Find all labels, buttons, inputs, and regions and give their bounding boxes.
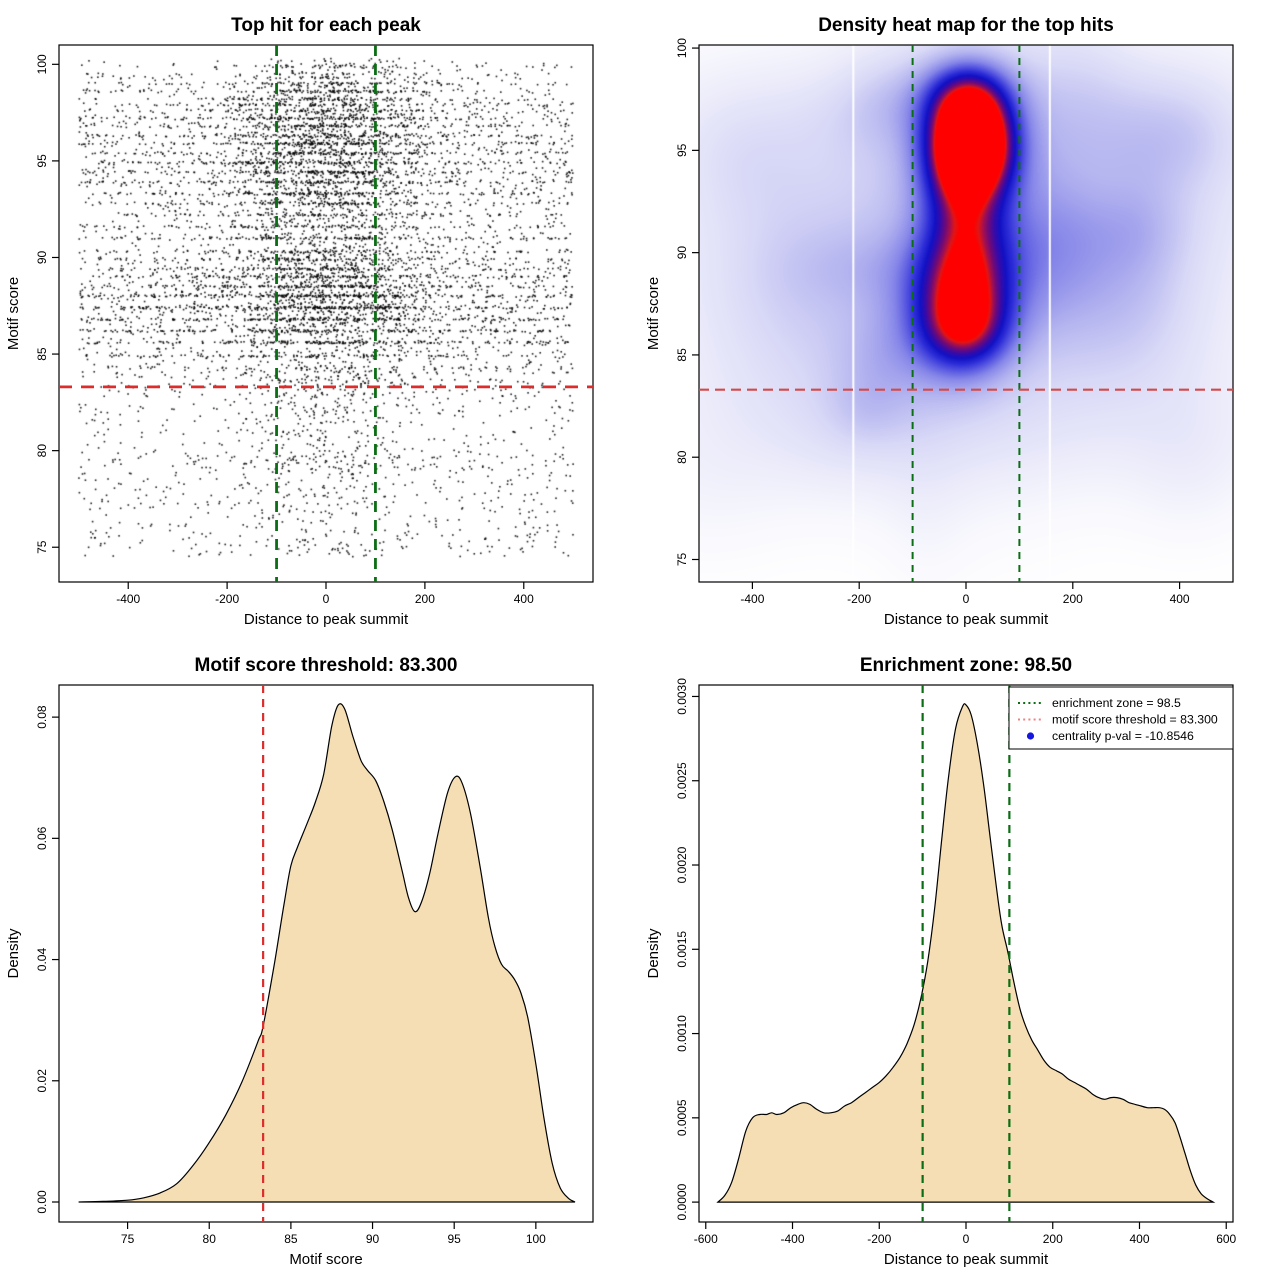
x-axis-label: Distance to peak summit xyxy=(884,611,1049,628)
plot-frame xyxy=(58,684,594,1223)
heatmap-overlay-svg: Density heat map for the top hits -400 -20… xyxy=(645,15,1234,628)
x-tick-label: -200 xyxy=(847,592,871,606)
legend-item-label: motif score threshold = 83.300 xyxy=(1052,713,1218,727)
density-curve xyxy=(78,703,576,1203)
panel-distance-density: Enrichment zone: 98.50 -600 -400 -200 0 200 40… xyxy=(640,640,1280,1280)
x-tick-label: 85 xyxy=(284,1232,298,1246)
x-tick-label: 400 xyxy=(514,592,534,606)
y-tick-label: 75 xyxy=(675,553,689,567)
y-axis-label: Density xyxy=(645,928,662,979)
x-tick-label: -400 xyxy=(116,592,140,606)
y-tick-label: 0.0010 xyxy=(675,1015,689,1052)
x-tick-label: 95 xyxy=(448,1232,462,1246)
panel-title: Top hit for each peak xyxy=(231,15,421,36)
x-axis-label: Distance to peak summit xyxy=(884,1251,1049,1268)
x-tick-label: 100 xyxy=(526,1232,546,1246)
legend-item-label: centrality p-val = -10.8546 xyxy=(1052,729,1194,743)
y-tick-label: 95 xyxy=(675,143,689,157)
y-tick-label: 0.0015 xyxy=(675,931,689,968)
y-tick-label: 90 xyxy=(675,246,689,260)
y-tick-label: 85 xyxy=(675,348,689,362)
legend-item-label: enrichment zone = 98.5 xyxy=(1052,696,1181,710)
y-axis-label: Density xyxy=(5,928,22,979)
x-tick-label: 90 xyxy=(366,1232,380,1246)
scatter-overlay-svg: Top hit for each peak -400 -200 0 200 400 75 80… xyxy=(5,15,594,628)
y-tick-label: 0.06 xyxy=(35,826,49,850)
x-tick-label: 600 xyxy=(1216,1232,1236,1246)
legend-box xyxy=(1008,686,1234,750)
legend: enrichment zone = 98.5 motif score thresh… xyxy=(1008,686,1234,750)
x-tick-label: 400 xyxy=(1129,1232,1149,1246)
density-curve xyxy=(716,703,1216,1203)
y-tick-label: 0.00 xyxy=(35,1190,49,1214)
y-tick-label: 100 xyxy=(675,38,689,58)
scatter-points-canvas xyxy=(59,45,593,582)
y-tick-label: 80 xyxy=(675,450,689,464)
x-axis-label: Motif score xyxy=(289,1251,362,1268)
x-tick-label: 0 xyxy=(323,592,330,606)
x-tick-label: 200 xyxy=(1043,1232,1063,1246)
y-tick-label: 0.0025 xyxy=(675,762,689,799)
motif-density-svg: Motif score threshold: 83.300 75 80 85 90 95 1… xyxy=(5,655,594,1268)
legend-swatch-dot xyxy=(1026,732,1035,740)
panel-density-heatmap: Density heat map for the top hits -400 -20… xyxy=(640,0,1280,640)
y-tick-label: 100 xyxy=(35,54,49,74)
x-tick-label: -200 xyxy=(215,592,239,606)
y-tick-label: 0.0030 xyxy=(675,678,689,715)
y-tick-label: 75 xyxy=(35,540,49,554)
x-tick-label: 200 xyxy=(415,592,435,606)
y-tick-label: 0.0005 xyxy=(675,1099,689,1136)
heatmap-raster xyxy=(699,45,1233,582)
x-tick-label: 0 xyxy=(963,592,970,606)
y-tick-label: 85 xyxy=(35,347,49,361)
panel-title: Motif score threshold: 83.300 xyxy=(195,655,458,676)
y-tick-label: 0.02 xyxy=(35,1069,49,1093)
y-axis-label: Motif score xyxy=(645,277,662,350)
x-tick-label: 80 xyxy=(203,1232,217,1246)
x-tick-label: -200 xyxy=(867,1232,891,1246)
x-axis-label: Distance to peak summit xyxy=(244,611,409,628)
x-tick-label: 400 xyxy=(1170,592,1190,606)
plot-frame xyxy=(698,44,1234,583)
x-tick-label: -400 xyxy=(780,1232,804,1246)
y-tick-label: 90 xyxy=(35,250,49,264)
y-tick-label: 0.04 xyxy=(35,948,49,972)
x-tick-label: 75 xyxy=(121,1232,135,1246)
x-tick-label: -400 xyxy=(740,592,764,606)
y-axis-label: Motif score xyxy=(5,277,22,350)
y-tick-label: 0.08 xyxy=(35,705,49,729)
distance-density-svg: Enrichment zone: 98.50 -600 -400 -200 0 200 40… xyxy=(645,655,1237,1268)
panel-title: Enrichment zone: 98.50 xyxy=(860,655,1072,676)
y-tick-label: 0.0020 xyxy=(675,846,689,883)
y-tick-label: 0.0000 xyxy=(675,1183,689,1220)
panel-motif-score-density: Motif score threshold: 83.300 75 80 85 90 95 1… xyxy=(0,640,640,1280)
x-tick-label: -600 xyxy=(694,1232,718,1246)
panel-title: Density heat map for the top hits xyxy=(818,15,1114,36)
panel-top-hit-scatter: Top hit for each peak -400 -200 0 200 400 75 80… xyxy=(0,0,640,640)
x-tick-label: 0 xyxy=(963,1232,970,1246)
y-tick-label: 80 xyxy=(35,444,49,458)
plot-frame xyxy=(58,44,594,583)
x-tick-label: 200 xyxy=(1063,592,1083,606)
y-tick-label: 95 xyxy=(35,154,49,168)
